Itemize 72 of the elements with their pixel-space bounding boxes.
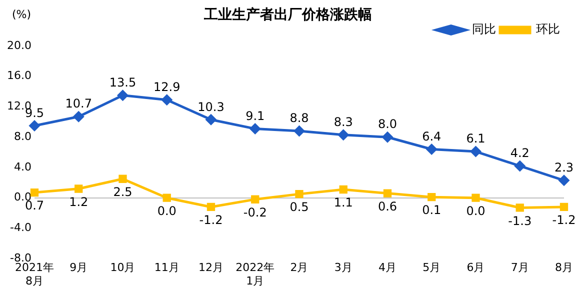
point <box>470 146 481 157</box>
point <box>560 202 568 212</box>
x-tick-label: 2月 <box>290 261 308 274</box>
data-label: 2.3 <box>554 160 574 175</box>
data-label: 6.4 <box>422 129 442 144</box>
point <box>426 144 437 155</box>
x-tick-label: 6月 <box>466 261 485 274</box>
x-tick-label: 8月 <box>555 261 573 274</box>
point <box>383 189 392 198</box>
data-label: 8.8 <box>290 111 309 126</box>
point <box>73 111 84 122</box>
y-axis-title: (%) <box>12 8 32 21</box>
data-label: -1.2 <box>199 213 223 228</box>
x-tick-label: 10月 <box>110 261 136 274</box>
point <box>206 114 216 125</box>
point <box>516 204 524 212</box>
point <box>29 120 40 131</box>
data-label: 0.0 <box>157 204 176 218</box>
data-label: 10.3 <box>198 100 224 114</box>
point <box>162 194 171 202</box>
data-label: 0.1 <box>422 203 442 218</box>
x-tick-label: 3月 <box>334 261 352 274</box>
point <box>294 126 304 136</box>
point <box>295 190 304 198</box>
data-label: 6.1 <box>466 132 486 146</box>
data-label: 1.1 <box>334 196 353 210</box>
point <box>428 193 436 202</box>
y-tick-label: -4.0 <box>10 221 32 234</box>
point <box>514 160 526 172</box>
data-label: -1.2 <box>552 213 576 228</box>
data-label: 12.9 <box>154 80 180 94</box>
data-label: 1.2 <box>69 194 88 209</box>
data-label: -0.2 <box>243 206 267 220</box>
x-tick-label: 2021年 8月 <box>14 261 54 288</box>
point <box>382 132 393 142</box>
point <box>117 90 128 101</box>
data-label: 9.1 <box>246 108 265 123</box>
data-label: 0.0 <box>466 204 486 218</box>
point <box>251 195 260 204</box>
y-tick-label: 20.0 <box>6 38 32 52</box>
x-tick-label: 7月 <box>510 261 529 274</box>
data-label: 10.7 <box>65 96 92 111</box>
y-tick-label: 4.0 <box>14 160 32 174</box>
data-label: 13.5 <box>109 75 136 90</box>
x-tick-label: 5月 <box>422 261 441 274</box>
y-tick-label: 16.0 <box>6 69 32 82</box>
data-label: 8.0 <box>378 117 398 132</box>
data-label: 4.2 <box>510 146 530 160</box>
x-tick-label: 9月 <box>70 261 88 274</box>
point <box>472 194 480 202</box>
legend-label: 同比 <box>472 22 496 36</box>
data-label: 2.5 <box>113 185 132 199</box>
data-label: 8.3 <box>334 114 353 129</box>
legend-label: 环比 <box>536 22 560 36</box>
chart-title: 工业生产者出厂价格涨跌幅 <box>204 7 372 23</box>
point <box>118 174 127 183</box>
data-label: 0.6 <box>378 199 398 214</box>
point <box>558 175 570 186</box>
point <box>74 184 83 193</box>
point <box>206 202 216 212</box>
x-tick-label: 11月 <box>154 261 180 274</box>
y-tick-label: 8.0 <box>14 130 32 143</box>
x-tick-label: 12月 <box>198 261 224 274</box>
point <box>339 185 348 194</box>
point <box>162 94 172 106</box>
data-label: -1.3 <box>508 214 532 228</box>
x-tick-label: 4月 <box>378 261 396 274</box>
point <box>30 188 39 197</box>
point <box>338 130 349 140</box>
x-tick-label: 2022年 1月 <box>236 261 275 288</box>
data-label: 0.5 <box>290 200 309 214</box>
point <box>250 124 260 134</box>
